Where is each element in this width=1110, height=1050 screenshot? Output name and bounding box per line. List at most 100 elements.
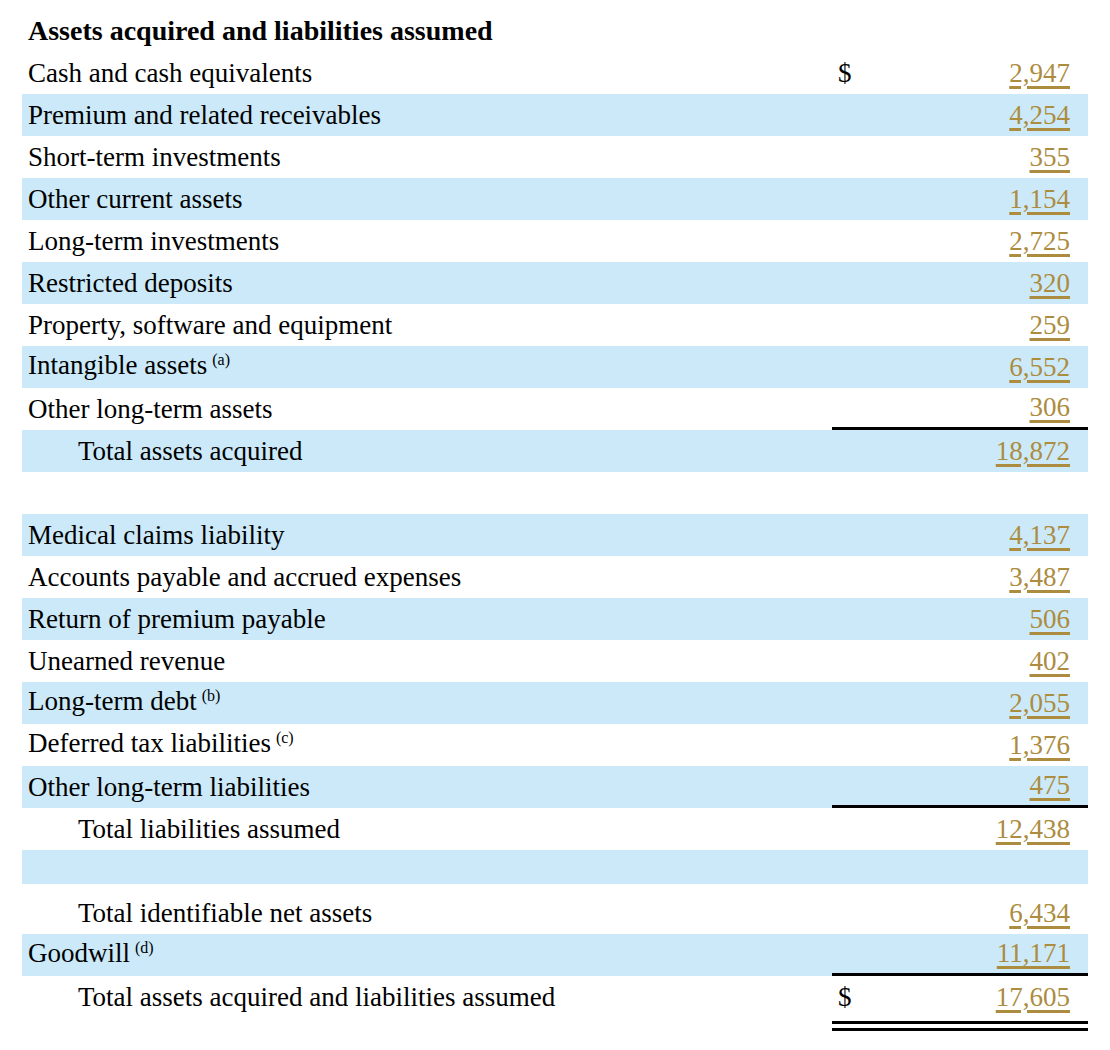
row-label-text: Other current assets <box>28 184 242 214</box>
row-label: Total identifiable net assets <box>22 892 832 934</box>
table-row: Short-term investments 355 <box>22 136 1088 178</box>
row-label-text: Other long-term assets <box>28 394 272 424</box>
row-value[interactable]: 1,376 <box>1009 730 1088 761</box>
row-value[interactable]: 1,154 <box>1009 184 1088 215</box>
row-value[interactable]: 12,438 <box>996 814 1088 845</box>
row-value[interactable]: 6,434 <box>1009 898 1088 929</box>
row-amount-cell: $ 17,605 <box>832 976 1088 1018</box>
table-body: Cash and cash equivalents $ 2,947 Premiu… <box>22 52 1088 1031</box>
table-row: Medical claims liability 4,137 <box>22 514 1088 556</box>
table-row: Other long-term assets 306 <box>22 388 1088 430</box>
row-label: Restricted deposits <box>22 262 832 304</box>
row-label-text: Short-term investments <box>28 142 281 172</box>
table-row: Other current assets 1,154 <box>22 178 1088 220</box>
footnote-marker: (d) <box>135 939 154 956</box>
table-row: Intangible assets(a) 6,552 <box>22 346 1088 388</box>
row-label: Other long-term liabilities <box>22 766 832 808</box>
row-label: Other long-term assets <box>22 388 832 430</box>
row-label: Cash and cash equivalents <box>22 52 832 94</box>
row-label: Intangible assets(a) <box>22 344 832 390</box>
table-row: Unearned revenue 402 <box>22 640 1088 682</box>
row-label-text: Total assets acquired <box>78 436 303 466</box>
table-row: Restricted deposits 320 <box>22 262 1088 304</box>
row-label-text: Long-term investments <box>28 226 279 256</box>
row-label: Return of premium payable <box>22 598 832 640</box>
currency-symbol: $ <box>838 58 852 89</box>
row-label-text: Medical claims liability <box>28 520 284 550</box>
row-value[interactable]: 402 <box>1030 646 1089 677</box>
row-value[interactable]: 2,947 <box>1009 58 1088 89</box>
table-row: Total liabilities assumed 12,438 <box>22 808 1088 850</box>
table-row: Total assets acquired and liabilities as… <box>22 976 1088 1018</box>
row-value[interactable]: 3,487 <box>1009 562 1088 593</box>
row-label: Premium and related receivables <box>22 94 832 136</box>
purchase-price-allocation-table: Assets acquired and liabilities assumed … <box>22 0 1088 1031</box>
row-label: Total assets acquired <box>22 430 832 472</box>
row-value[interactable]: 259 <box>1030 310 1089 341</box>
row-amount-cell: 2,725 <box>832 220 1088 262</box>
row-label: Total assets acquired and liabilities as… <box>22 976 832 1018</box>
row-value[interactable]: 11,171 <box>997 938 1088 969</box>
row-amount-cell: 320 <box>832 262 1088 304</box>
row-amount-cell: 11,171 <box>832 934 1088 976</box>
row-label: Deferred tax liabilities(c) <box>22 722 832 768</box>
footnote-marker: (c) <box>276 729 294 746</box>
row-label-text: Other long-term liabilities <box>28 772 310 802</box>
row-amount-cell: 12,438 <box>832 808 1088 850</box>
double-underline <box>832 1021 1088 1031</box>
row-amount-cell: 6,552 <box>832 346 1088 388</box>
row-label-text: Property, software and equipment <box>28 310 392 340</box>
row-value[interactable]: 17,605 <box>996 982 1088 1013</box>
row-label-text: Long-term debt <box>28 686 197 716</box>
row-amount-cell: 3,487 <box>832 556 1088 598</box>
row-value[interactable]: 2,725 <box>1009 226 1088 257</box>
footnote-marker: (b) <box>202 687 221 704</box>
table-row: Long-term investments 2,725 <box>22 220 1088 262</box>
row-label: Other current assets <box>22 178 832 220</box>
currency-symbol: $ <box>838 982 852 1013</box>
row-value[interactable]: 18,872 <box>996 436 1088 467</box>
row-value[interactable]: 6,552 <box>1009 352 1088 383</box>
row-amount-cell: 18,872 <box>832 430 1088 472</box>
row-label-text: Total identifiable net assets <box>78 898 372 928</box>
row-amount-cell: 2,055 <box>832 682 1088 724</box>
row-value[interactable]: 2,055 <box>1009 688 1088 719</box>
table-row: Return of premium payable 506 <box>22 598 1088 640</box>
row-label: Medical claims liability <box>22 514 832 556</box>
row-value[interactable]: 306 <box>1030 392 1089 423</box>
table-title: Assets acquired and liabilities assumed <box>22 10 1088 52</box>
row-label: Short-term investments <box>22 136 832 178</box>
row-label-text: Cash and cash equivalents <box>28 58 312 88</box>
row-label-text: Goodwill <box>28 938 130 968</box>
row-amount-cell: 306 <box>832 388 1088 430</box>
row-label: Accounts payable and accrued expenses <box>22 556 832 598</box>
row-label: Long-term investments <box>22 220 832 262</box>
row-value[interactable]: 4,254 <box>1009 100 1088 131</box>
row-amount-cell: 4,137 <box>832 514 1088 556</box>
table-row: Total assets acquired 18,872 <box>22 430 1088 472</box>
row-amount-cell: 6,434 <box>832 892 1088 934</box>
row-value[interactable]: 355 <box>1030 142 1089 173</box>
row-value[interactable]: 475 <box>1030 770 1089 801</box>
footnote-marker: (a) <box>212 351 230 368</box>
table-row: Property, software and equipment 259 <box>22 304 1088 346</box>
table-row: Deferred tax liabilities(c) 1,376 <box>22 724 1088 766</box>
row-label: Property, software and equipment <box>22 304 832 346</box>
row-label: Goodwill (d) <box>22 932 832 978</box>
table-row: Other long-term liabilities 475 <box>22 766 1088 808</box>
row-amount-cell: 506 <box>832 598 1088 640</box>
row-value[interactable]: 506 <box>1030 604 1089 635</box>
table-row: Long-term debt (b) 2,055 <box>22 682 1088 724</box>
spacer-row <box>22 472 1088 514</box>
table-row: Cash and cash equivalents $ 2,947 <box>22 52 1088 94</box>
row-label-text: Unearned revenue <box>28 646 225 676</box>
row-amount-cell: 259 <box>832 304 1088 346</box>
row-amount-cell: 4,254 <box>832 94 1088 136</box>
row-label-text: Total liabilities assumed <box>78 814 340 844</box>
row-value[interactable]: 4,137 <box>1009 520 1088 551</box>
table-row: Goodwill (d) 11,171 <box>22 934 1088 976</box>
row-amount-cell: 402 <box>832 640 1088 682</box>
row-label-text: Premium and related receivables <box>28 100 381 130</box>
row-value[interactable]: 320 <box>1030 268 1089 299</box>
row-amount-cell: 355 <box>832 136 1088 178</box>
